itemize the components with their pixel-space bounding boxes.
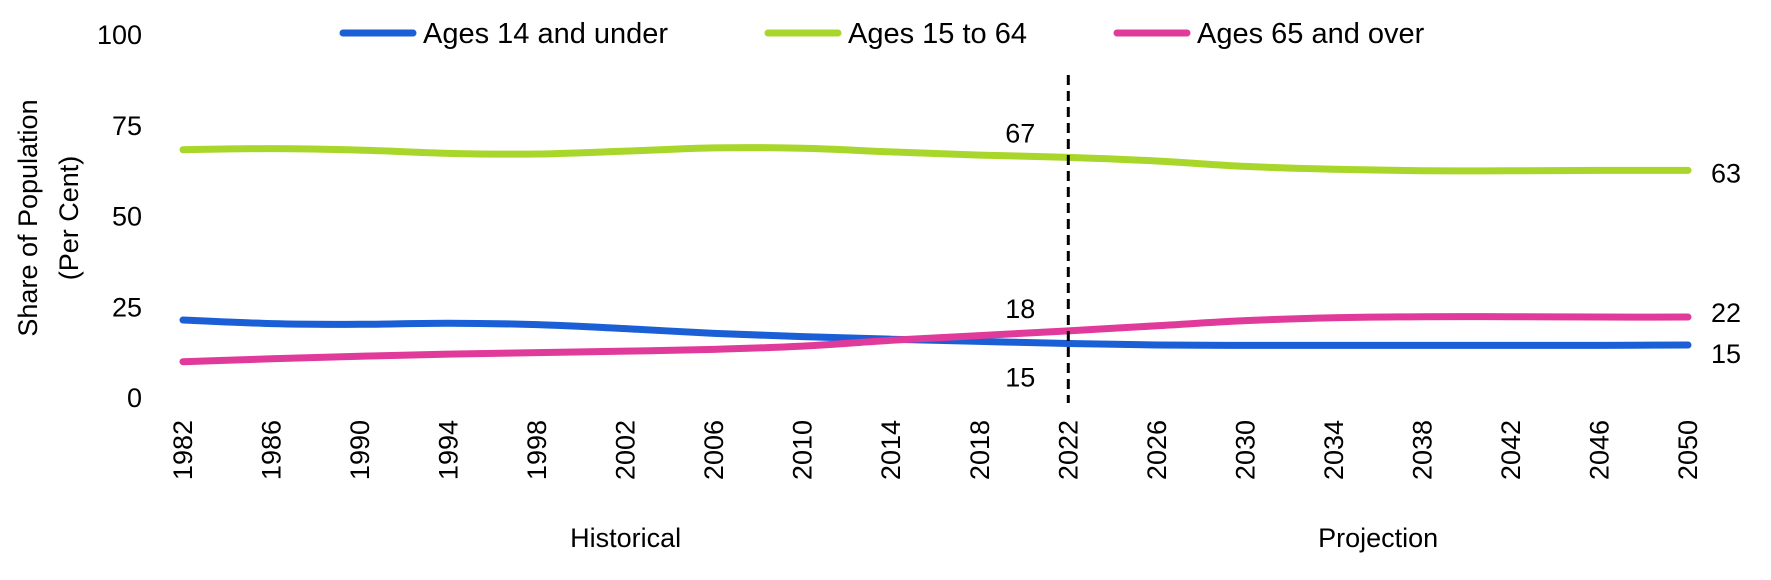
data-label: 15 [1005, 363, 1035, 393]
y-tick-label: 50 [112, 202, 142, 232]
data-label: 15 [1711, 339, 1741, 369]
series-line-1 [179, 316, 1692, 349]
x-axis-ticks: 1982 1986 1990 1994 1998 2002 2006 2010 2014 2018… [168, 420, 1703, 480]
data-label: 63 [1711, 158, 1741, 188]
y-tick-label: 100 [97, 20, 142, 50]
series-lines [179, 144, 1692, 366]
x-tick-label: 2010 [788, 420, 818, 480]
y-axis-label-line-2: (Per Cent) [54, 156, 84, 281]
x-tick-label: 2030 [1230, 420, 1260, 480]
x-tick-label: 2018 [965, 420, 995, 480]
y-axis-label-line-1: Share of Population [13, 99, 43, 336]
x-tick-label: 2042 [1496, 420, 1526, 480]
x-tick-label: 2046 [1584, 420, 1614, 480]
x-tick-label: 1990 [345, 420, 375, 480]
data-label: 22 [1711, 298, 1741, 328]
x-tick-label: 2022 [1053, 420, 1083, 480]
x-tick-label: 1998 [522, 420, 552, 480]
period-label-historical: Historical [570, 523, 681, 553]
data-annotations: 15 15 67 63 18 22 [1005, 118, 1741, 392]
x-tick-label: 1982 [168, 420, 198, 480]
data-label: 67 [1005, 118, 1035, 148]
x-tick-label: 2038 [1407, 420, 1437, 480]
y-tick-label: 0 [127, 383, 142, 413]
legend-label-2: Ages 15 to 64 [848, 18, 1027, 50]
y-tick-label: 75 [112, 111, 142, 141]
legend-label-1: Ages 14 and under [423, 18, 668, 50]
y-tick-label: 25 [112, 292, 142, 322]
x-tick-label: 2006 [699, 420, 729, 480]
x-tick-label: 2026 [1142, 420, 1172, 480]
period-label-projection: Projection [1318, 523, 1438, 553]
legend-label-3: Ages 65 and over [1197, 18, 1425, 50]
x-tick-label: 1986 [257, 420, 287, 480]
x-tick-label: 1994 [434, 420, 464, 480]
x-tick-label: 2002 [611, 420, 641, 480]
x-tick-label: 2050 [1673, 420, 1703, 480]
x-tick-label: 2034 [1319, 420, 1349, 480]
x-tick-label: 2014 [876, 420, 906, 480]
data-label: 18 [1005, 294, 1035, 324]
series-line-2 [179, 144, 1692, 175]
y-axis-ticks: 0 25 50 75 100 [97, 20, 142, 413]
series-line-3 [179, 313, 1692, 366]
legend: Ages 14 and under Ages 15 to 64 Ages 65 an… [339, 18, 1425, 50]
